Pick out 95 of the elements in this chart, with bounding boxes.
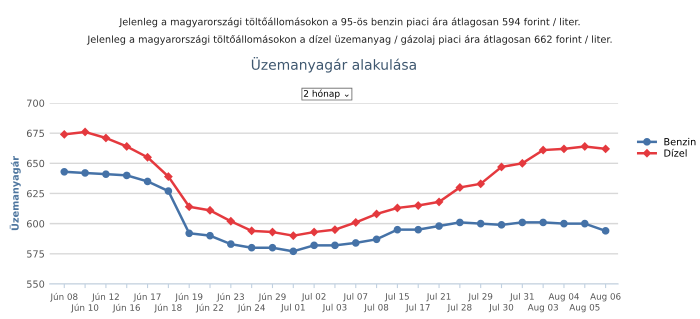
x-tick-label: Jul 01 [280,304,305,312]
point [456,218,464,226]
point [248,244,256,252]
point [456,183,464,192]
point [81,169,89,177]
x-tick-label: Jul 08 [364,304,388,312]
x-tick-label: Jul 03 [322,304,346,312]
point [434,198,444,206]
point [352,239,360,247]
x-tick-label: Jún 17 [133,292,161,302]
point [226,217,235,226]
point [206,206,214,214]
x-tick-label: Aug 04 [548,293,579,302]
x-tick-label: Jún 22 [196,304,223,312]
x-tick-label: Jul 30 [488,304,514,312]
x-tick-label: Jún 10 [70,304,98,312]
x-tick-label: Jún 18 [154,304,182,312]
point [518,218,526,226]
point [206,232,214,240]
point [560,220,568,228]
point [289,232,298,240]
point [143,153,152,162]
x-tick-label: Jún 08 [50,292,78,302]
x-tick-label: Jul 31 [510,292,534,302]
point [539,146,548,154]
x-tick-label: Aug 03 [528,304,558,312]
point [144,178,152,186]
point [227,240,235,248]
point [498,221,506,229]
point [122,142,131,151]
x-tick-label: Jún 29 [258,292,286,302]
point [289,248,298,256]
point [80,128,90,136]
point [268,228,277,236]
point [518,159,526,168]
x-tick-label: Jul 15 [384,292,409,302]
point [268,244,276,252]
point [580,142,589,151]
point [352,218,360,227]
point [102,134,110,142]
point [414,226,422,234]
point [310,242,318,250]
point [560,144,568,153]
y-tick-label: 575 [27,250,44,258]
chart-title: Üzemanyagár alakulása [252,57,416,73]
point [248,226,256,235]
point [60,168,68,176]
point [122,172,131,180]
point [476,180,485,188]
point [539,218,547,226]
x-tick-label: Jul 29 [468,292,492,302]
point [601,144,610,153]
point [331,242,339,250]
point [185,229,194,238]
point [497,162,506,172]
x-tick-label: Jún 23 [216,292,244,302]
point [164,172,173,181]
x-tick-label: Aug 05 [569,304,600,312]
point [580,220,589,228]
point [602,227,610,235]
x-tick-label: Jún 12 [92,292,119,302]
y-tick-label: 650 [26,160,44,168]
point [435,222,443,230]
x-tick-label: Jul 17 [406,304,430,312]
x-tick-label: Jún 16 [112,304,140,312]
x-tick-label: Jul 07 [343,292,368,302]
y-tick-label: 550 [27,280,44,288]
point [102,170,110,178]
x-tick-label: Jún 24 [237,304,265,312]
y-axis-title: Üzemanyagár [10,156,21,230]
point [393,204,402,212]
text: 2 hónap ⌄ [304,90,349,99]
point [372,235,380,244]
point [310,228,318,236]
x-tick-label: Jul 21 [426,292,450,302]
point [372,210,381,218]
point [185,202,194,211]
text: Jelenleg a magyarországi töltőállomásokon a 95-ös benzin piaci ára átlagosan 594 forint / liter. [118,17,580,28]
point [330,226,340,234]
y-tick-label: 675 [26,130,44,138]
text: Jelenleg a magyarországi töltőállomásokon a dízel üzemanyag / gázolaj piaci ára átlagosan 662 forint / liter. [86,34,612,45]
point [394,226,402,234]
y-tick-label: 625 [26,190,44,198]
point [476,220,485,228]
legend-label: Dízel [664,148,687,157]
y-tick-label: 700 [27,100,44,107]
point [414,201,422,210]
x-tick-label: Jún 19 [174,292,202,302]
x-tick-label: Jul 28 [447,304,472,312]
y-tick-label: 600 [26,220,44,228]
legend-label: Benzin [664,138,696,146]
x-tick-label: Aug 06 [590,293,621,302]
point [60,130,68,139]
x-tick-label: Jul 02 [301,292,326,302]
point [164,187,172,195]
